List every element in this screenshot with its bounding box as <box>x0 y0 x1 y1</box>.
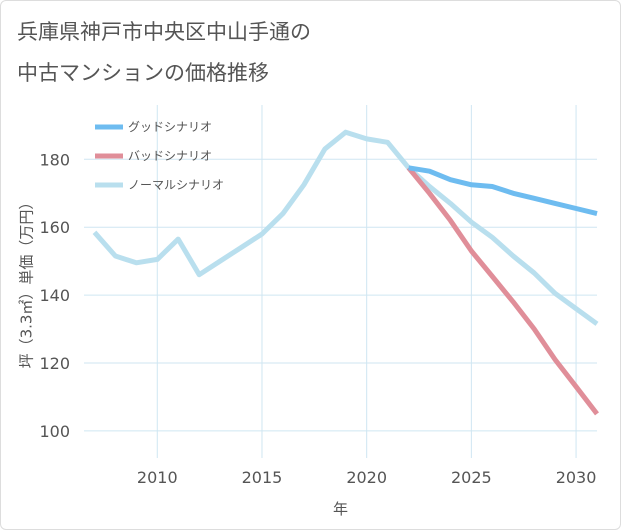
x-tick-label: 2025 <box>451 468 492 487</box>
x-tick-label: 2010 <box>137 468 178 487</box>
y-tick-label: 180 <box>39 150 70 169</box>
chart-title-line2: 中古マンションの価格推移 <box>17 61 269 85</box>
y-tick-label: 120 <box>39 354 70 373</box>
y-axis-label: 坪（3.3㎡）単価（万円） <box>18 195 36 369</box>
chart-title-line1: 兵庫県神戸市中央区中山手通の <box>17 20 311 44</box>
axis-ticks: 2010 2015 2020 2025 2030 100 120 140 160 180 <box>39 150 596 487</box>
series-line-3 <box>92 129 599 326</box>
grid <box>84 105 597 458</box>
x-tick-label: 2020 <box>346 468 387 487</box>
legend-label: ノーマルシナリオ <box>128 178 224 192</box>
x-tick-label: 2015 <box>242 468 283 487</box>
x-axis-label: 年 <box>333 500 348 518</box>
y-tick-label: 100 <box>39 422 70 441</box>
legend-label: バッドシナリオ <box>128 149 212 163</box>
series-lines <box>92 129 599 416</box>
x-tick-label: 2030 <box>556 468 597 487</box>
y-tick-label: 160 <box>39 218 70 237</box>
series-line-2 <box>406 166 599 416</box>
series-line-1 <box>408 165 598 217</box>
legend-label: グッドシナリオ <box>128 120 212 134</box>
y-tick-label: 140 <box>39 286 70 305</box>
